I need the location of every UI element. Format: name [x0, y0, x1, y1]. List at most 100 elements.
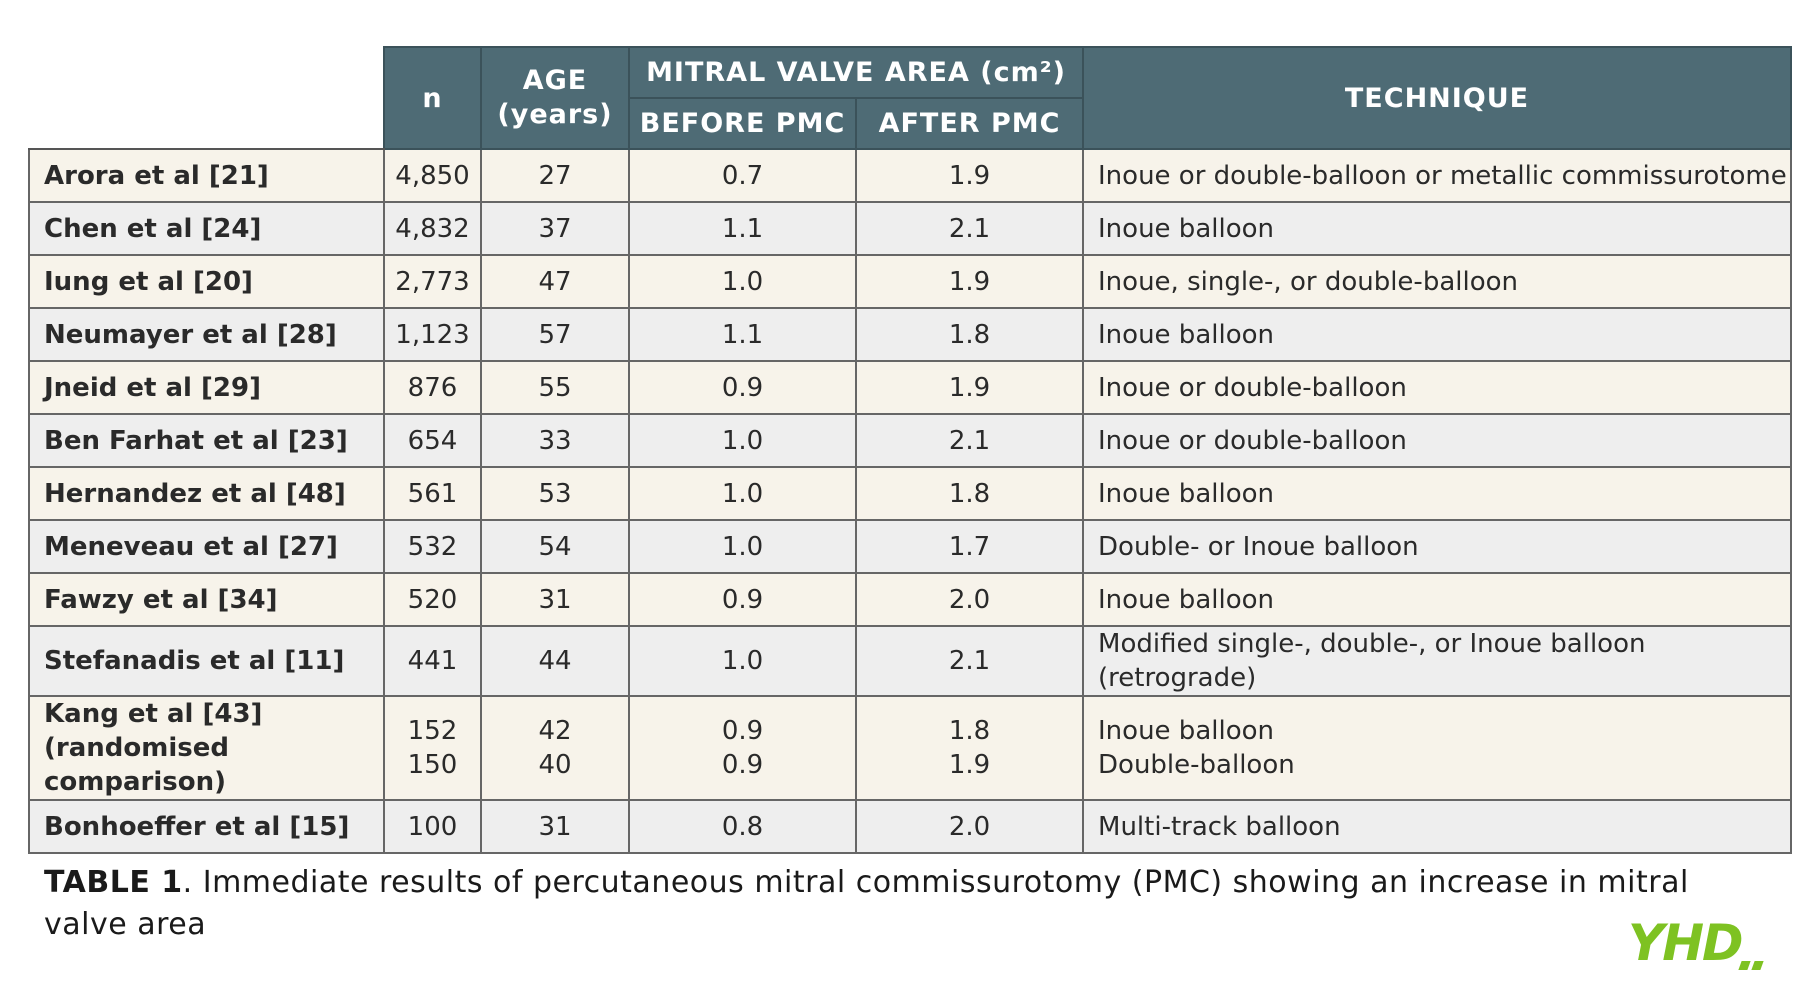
cell-n: 1,123 — [383, 307, 482, 362]
cell-study: Iung et al [20] — [28, 254, 385, 309]
cell-age-text: 53 — [538, 478, 572, 509]
cell-after-text: 2.1 — [948, 646, 991, 676]
cell-age-text: 44 — [538, 646, 572, 676]
cell-after-text: 2.0 — [948, 584, 991, 615]
cell-technique-text: Inoue balloon — [1098, 213, 1274, 244]
cell-technique-text: Multi-track balloon — [1098, 811, 1341, 842]
cell-age: 31 — [480, 799, 630, 854]
cell-after: 1.8 — [854, 307, 1085, 362]
cell-age-text: 27 — [538, 160, 572, 191]
table-row: Iung et al [20] 2,773 47 1.0 1.9 Inoue, singl… — [28, 254, 1793, 309]
cell-technique-text: Inoue balloon — [1098, 584, 1274, 615]
cell-n: 654 — [383, 413, 482, 468]
cell-before-text: 0.9 — [721, 372, 764, 403]
cell-before: 1.0 — [628, 466, 857, 521]
cell-before: 1.0 — [628, 519, 857, 574]
cell-technique: Multi-track balloon — [1082, 799, 1793, 854]
cell-n-text: 520 — [407, 584, 458, 615]
cell-age-text: 42 — [538, 716, 572, 746]
cell-n: 100 — [383, 799, 482, 854]
cell-study-text: Jneid et al [29] — [44, 372, 261, 403]
cell-technique: Inoue or double-balloon — [1082, 413, 1793, 468]
cell-technique-text: Inoue balloon — [1098, 478, 1274, 509]
cell-before: 1.1 — [628, 201, 857, 256]
cell-technique: Inoue balloon — [1082, 201, 1793, 256]
header-after-pmc: AFTER PMC — [854, 97, 1085, 150]
cell-before-text: 1.1 — [721, 319, 764, 350]
cell-before-text: 1.1 — [721, 213, 764, 244]
cell-after: 2.1 — [854, 201, 1085, 256]
cell-n-text: 876 — [407, 372, 458, 403]
cell-n-text: 152 — [407, 716, 458, 746]
table-row: Arora et al [21] 4,850 27 0.7 1.9 Inoue or do… — [28, 148, 1793, 203]
cell-after: 2.0 — [854, 799, 1085, 854]
logo-dots-icon — [1738, 955, 1770, 970]
cell-study: Chen et al [24] — [28, 201, 385, 256]
header-age: AGE (years) — [480, 46, 630, 150]
cell-n: 4,850 — [383, 148, 482, 203]
cell-age-text: 31 — [538, 584, 572, 615]
cell-before-text: 1.0 — [721, 478, 764, 509]
cell-study: Fawzy et al [34] — [28, 572, 385, 627]
cell-age-text: 47 — [538, 266, 572, 297]
cell-study: Arora et al [21] — [28, 148, 385, 203]
cell-study: Bonhoeffer et al [15] — [28, 799, 385, 854]
cell-before: 0.7 — [628, 148, 857, 203]
cell-after: 1.9 — [854, 360, 1085, 415]
cell-before-text: 1.0 — [721, 531, 764, 562]
cell-after: 1.9 — [854, 148, 1085, 203]
cell-n-text: 4,850 — [395, 160, 470, 191]
cell-age-text: 40 — [538, 750, 572, 780]
table-caption: TABLE 1. Immediate results of percutaneo… — [44, 862, 1764, 946]
cell-after-text: 2.1 — [948, 213, 991, 244]
cell-before: 0.9 — [628, 572, 857, 627]
cell-age: 57 — [480, 307, 630, 362]
table-row: Neumayer et al [28] 1,123 57 1.1 1.8 Inoue ba… — [28, 307, 1793, 362]
cell-after-text: 1.9 — [948, 160, 991, 191]
cell-age: 33 — [480, 413, 630, 468]
cell-study-text: (randomised comparison) — [44, 733, 229, 797]
cell-before: 0.9 0.9 — [628, 695, 857, 801]
cell-study: Stefanadis et al [11] — [28, 625, 385, 697]
cell-age-text: 37 — [538, 213, 572, 244]
cell-before: 0.9 — [628, 360, 857, 415]
table-row: Stefanadis et al [11] 441 44 1.0 2.1 Modified… — [28, 625, 1793, 697]
header-corner — [29, 47, 384, 150]
cell-n-text: 100 — [407, 811, 458, 842]
cell-age: 54 — [480, 519, 630, 574]
cell-technique-text: Double- or Inoue balloon — [1098, 531, 1419, 562]
cell-age: 27 — [480, 148, 630, 203]
cell-n: 4,832 — [383, 201, 482, 256]
cell-before: 1.0 — [628, 254, 857, 309]
cell-study-text: Ben Farhat et al [23] — [44, 425, 348, 456]
cell-study-text: Fawzy et al [34] — [44, 584, 278, 615]
results-table: n AGE (years) MITRAL VALVE AREA (cm²) TE… — [28, 46, 1793, 854]
cell-after: 2.1 — [854, 413, 1085, 468]
cell-after-text: 1.7 — [948, 531, 991, 562]
cell-study: Ben Farhat et al [23] — [28, 413, 385, 468]
table-row: Kang et al [43] (randomised comparison) 15… — [28, 695, 1793, 801]
cell-after: 1.8 — [854, 466, 1085, 521]
cell-study-text: Bonhoeffer et al [15] — [44, 811, 350, 842]
cell-age-text: 54 — [538, 531, 572, 562]
cell-n: 532 — [383, 519, 482, 574]
cell-study-text: Kang et al [43] — [44, 699, 263, 729]
caption-text: . Immediate results of percutaneous mitr… — [44, 865, 1689, 942]
cell-study-text: Neumayer et al [28] — [44, 319, 337, 350]
cell-n-text: 561 — [407, 478, 458, 509]
cell-before-text: 0.9 — [721, 584, 764, 615]
cell-age: 47 — [480, 254, 630, 309]
header-age-line2: (years) — [497, 99, 613, 130]
cell-technique: Inoue or double-balloon — [1082, 360, 1793, 415]
cell-technique: Inoue balloon — [1082, 572, 1793, 627]
cell-age: 53 — [480, 466, 630, 521]
cell-after: 1.7 — [854, 519, 1085, 574]
cell-after-text: 1.8 — [948, 716, 991, 746]
cell-technique-text: Inoue or double-balloon — [1098, 372, 1407, 403]
cell-technique-text: Inoue or double-balloon or metallic comm… — [1098, 160, 1787, 191]
cell-technique-text: Inoue or double-balloon — [1098, 425, 1407, 456]
cell-n-text: 654 — [407, 425, 458, 456]
cell-n-text: 2,773 — [395, 266, 470, 297]
cell-age: 37 — [480, 201, 630, 256]
cell-n: 520 — [383, 572, 482, 627]
